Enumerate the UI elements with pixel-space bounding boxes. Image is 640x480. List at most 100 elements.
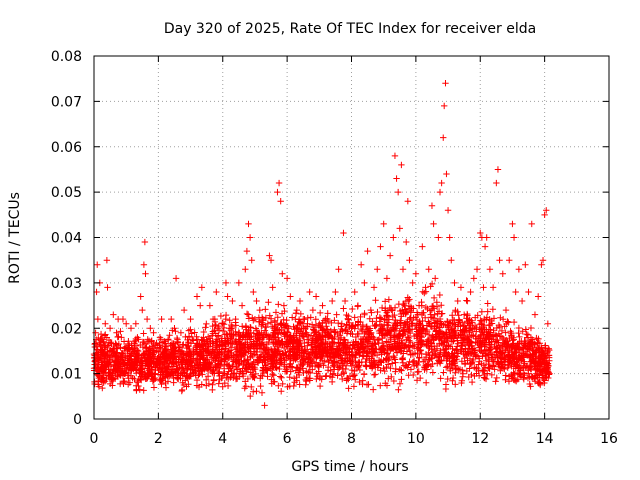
data-point (225, 375, 232, 383)
data-point (462, 324, 469, 332)
data-point (414, 368, 421, 376)
data-point (112, 341, 120, 348)
data-point (421, 366, 428, 373)
data-point (92, 358, 99, 366)
data-point (158, 315, 165, 323)
data-point (219, 339, 227, 347)
data-point (273, 364, 280, 372)
data-point (124, 355, 131, 362)
data-point (224, 382, 232, 390)
data-point (463, 367, 471, 375)
data-point (323, 372, 330, 379)
data-point (204, 333, 212, 340)
y-tick-label: 0.07 (51, 94, 82, 110)
data-point (408, 305, 415, 312)
data-point (359, 380, 366, 388)
data-point (463, 337, 471, 344)
data-point (486, 347, 493, 354)
data-point (203, 352, 210, 359)
data-point (344, 358, 351, 365)
data-point (280, 344, 288, 352)
data-point (481, 350, 489, 357)
data-point (114, 373, 122, 380)
data-point (398, 161, 405, 169)
data-point (232, 322, 240, 329)
data-point (430, 315, 437, 322)
data-point (431, 346, 438, 354)
data-point (445, 326, 453, 333)
data-point (445, 341, 452, 349)
data-point (92, 329, 99, 336)
data-point (187, 326, 194, 333)
data-point (493, 374, 500, 382)
data-point (271, 348, 278, 355)
data-point (180, 381, 188, 389)
data-point (336, 364, 343, 371)
data-point (231, 369, 238, 377)
data-point (512, 348, 519, 356)
data-point (390, 234, 397, 241)
data-point (343, 311, 350, 319)
data-point (299, 332, 306, 340)
data-point (391, 338, 399, 345)
data-point (493, 332, 500, 339)
data-point (233, 351, 241, 358)
data-point (435, 234, 442, 241)
data-point (247, 369, 254, 376)
data-point (433, 323, 440, 330)
data-point (363, 323, 370, 331)
data-point (224, 335, 231, 342)
data-point (278, 326, 286, 334)
data-point (417, 346, 424, 354)
data-point (265, 353, 272, 360)
data-point (142, 360, 150, 367)
data-point (359, 343, 367, 350)
data-point (512, 361, 519, 368)
data-point (468, 360, 475, 367)
data-point (360, 370, 368, 378)
data-point (363, 363, 370, 370)
data-point (413, 361, 420, 369)
data-point (141, 340, 149, 347)
data-point (502, 329, 509, 336)
data-point (452, 365, 460, 373)
data-point (456, 317, 463, 324)
data-point (290, 352, 297, 359)
data-point (122, 320, 130, 327)
data-point (243, 247, 251, 255)
data-point (277, 320, 284, 327)
data-point (510, 349, 518, 356)
data-point (362, 358, 369, 366)
data-point (466, 355, 474, 362)
data-point (328, 297, 336, 305)
data-point (192, 367, 199, 374)
data-point (541, 354, 548, 361)
data-point (496, 323, 504, 331)
data-point (544, 320, 552, 327)
data-point (311, 343, 319, 350)
data-point (267, 256, 275, 264)
data-point (267, 315, 275, 322)
data-point (331, 366, 338, 373)
data-point (383, 382, 391, 389)
data-point (163, 348, 170, 356)
data-point (474, 353, 482, 360)
y-tick-label: 0.01 (51, 367, 82, 383)
data-point (251, 315, 259, 323)
data-point (180, 350, 188, 357)
data-point (248, 256, 255, 264)
data-point (354, 363, 361, 370)
data-point (118, 334, 125, 341)
data-point (387, 365, 394, 372)
data-point (496, 256, 503, 264)
data-point (256, 318, 263, 326)
data-point (415, 302, 423, 309)
data-point (366, 325, 374, 332)
x-axis-label: GPS time / hours (291, 459, 408, 475)
data-point (337, 334, 345, 342)
data-point (144, 373, 152, 380)
data-point (435, 354, 442, 361)
data-point (139, 306, 146, 314)
data-point (94, 371, 101, 379)
data-point (140, 261, 148, 268)
